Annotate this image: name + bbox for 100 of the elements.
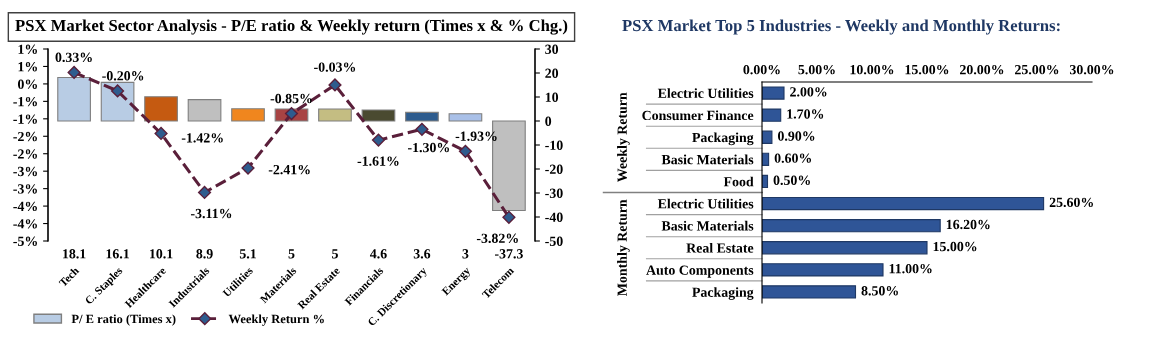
data-label: 5.1: [239, 249, 256, 259]
y-tick-label: -3%: [13, 184, 37, 194]
x-tick-label: 0.00%: [743, 64, 780, 75]
y-tick-label: Basic Materials: [661, 154, 754, 165]
data-label: 0.90%: [777, 131, 815, 141]
bar: [448, 113, 483, 122]
data-label: 1.70%: [787, 109, 824, 119]
y-tick-label: 0%: [17, 79, 37, 89]
y2-tick-label: -30: [545, 188, 563, 198]
chart-title: PSX Market Sector Analysis - P/E ratio & Weekly return (Times x & % Chg.): [15, 19, 568, 35]
bar: [762, 263, 884, 277]
point: [415, 122, 429, 136]
bar: [231, 108, 265, 122]
x-tick-label: 25.00%: [1015, 64, 1059, 75]
data-label: 11.00%: [889, 263, 932, 274]
data-label: 15.00%: [933, 241, 977, 252]
y-tick-label: -2%: [13, 131, 37, 142]
bar: [762, 108, 782, 122]
data-label: -0.85%: [270, 93, 312, 104]
data-label: -3.11%: [190, 208, 232, 219]
data-label: 8.9: [196, 249, 213, 259]
data-label: 16.1: [106, 249, 130, 259]
point: [110, 84, 125, 98]
y-tick-label: -4%: [13, 219, 37, 229]
data-label: 0.33%: [55, 52, 92, 63]
y-tick-label: Packaging: [692, 132, 754, 146]
data-label: 5: [288, 249, 295, 259]
y2-tick-label: 10: [545, 92, 559, 102]
data-label: 18.1: [63, 249, 86, 259]
data-label: 16.20%: [946, 219, 990, 230]
point: [241, 161, 255, 175]
y-tick-label: Basic Materials: [661, 220, 754, 231]
data-label: 0.60%: [774, 153, 812, 163]
y-tick-label: 1%: [18, 62, 37, 72]
y-tick-label: Food: [723, 176, 754, 187]
y2-tick-label: -40: [545, 212, 563, 222]
point: [458, 144, 473, 158]
point: [502, 210, 516, 224]
data-label: 4.6: [369, 249, 387, 259]
point: [284, 106, 299, 121]
y-tick-label: 1%: [18, 44, 37, 54]
x-tick-label: 20.00%: [960, 64, 1004, 75]
y-tick-label: Auto Components: [646, 265, 754, 278]
bar: [762, 86, 785, 100]
data-label: -1.30%: [407, 142, 449, 153]
y2-tick-label: -10: [545, 140, 563, 150]
y-tick-label: -2%: [13, 149, 37, 159]
text: Weekly Return: [617, 92, 630, 182]
y-tick-label: -1%: [13, 96, 37, 107]
data-label: 3: [462, 249, 469, 259]
bar: [762, 130, 773, 144]
bar: [187, 99, 222, 122]
point: [154, 126, 168, 141]
bar: [144, 96, 178, 122]
data-label: 0.50%: [773, 175, 810, 185]
data-label: -1.93%: [455, 131, 497, 141]
point: [328, 78, 342, 92]
x-tick-label: 15.00%: [905, 64, 949, 75]
point: [67, 65, 81, 79]
data-label: -1.61%: [357, 156, 399, 166]
bar: [762, 285, 857, 299]
data-label: 25.60%: [1049, 197, 1093, 208]
data-label: 2.00%: [790, 87, 827, 97]
text: Monthly Return: [617, 199, 630, 296]
y2-tick-label: 30: [545, 44, 559, 54]
data-label: -0.03%: [314, 62, 356, 72]
legend-label: Weekly Return %: [228, 314, 324, 326]
legend-label: P/ E ratio (Times x): [71, 314, 176, 326]
y-tick-label: -5%: [13, 236, 37, 246]
y-tick-label: -1%: [13, 114, 37, 124]
point: [197, 185, 212, 200]
x-tick-label: 10.00%: [850, 64, 894, 75]
bar: [762, 241, 928, 255]
y-tick-label: -4%: [13, 201, 37, 212]
bar: [318, 108, 352, 122]
data-label: 10.1: [150, 249, 173, 259]
y2-tick-label: 0: [545, 116, 552, 126]
data-label: 8.50%: [861, 286, 898, 296]
point: [371, 133, 386, 147]
data-label: -37.3: [494, 249, 523, 259]
data-label: -0.20%: [102, 71, 144, 81]
data-label: -2.41%: [268, 164, 310, 175]
y-tick-label: Electric Utilities: [657, 198, 754, 209]
bar: [361, 109, 396, 122]
x-tick-label: 30.00%: [1069, 64, 1114, 75]
chart-title: PSX Market Top 5 Industries - Weekly and Monthly Returns:: [622, 19, 1060, 35]
bar: [762, 196, 1045, 211]
y2-tick-label: -20: [545, 164, 563, 174]
y-tick-label: Packaging: [692, 287, 754, 300]
bar: [762, 219, 941, 233]
y-tick-label: Consumer Finance: [642, 110, 754, 121]
data-label: 5: [332, 249, 338, 259]
x-tick-label: 5.00%: [798, 64, 835, 75]
y-tick-label: Electric Utilities: [657, 88, 754, 99]
bar: [57, 77, 91, 122]
data-label: -1.42%: [181, 133, 223, 143]
data-label: 3.6: [413, 249, 431, 259]
y2-tick-label: -50: [545, 236, 563, 246]
y-tick-label: -3%: [13, 166, 37, 177]
y2-tick-label: 20: [545, 68, 559, 78]
